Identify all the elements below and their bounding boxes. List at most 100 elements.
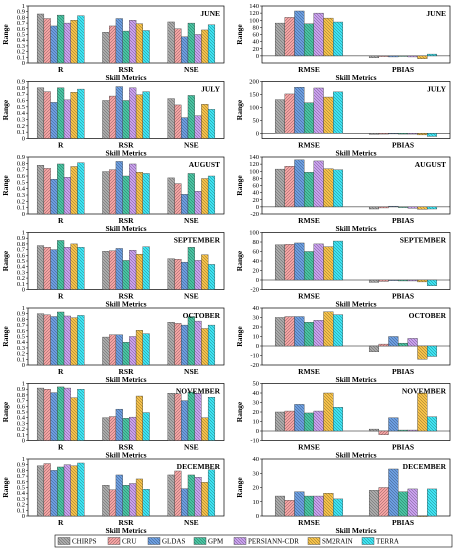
bar-rmse-gpm	[303, 251, 315, 281]
y-tick-label: 150	[249, 91, 259, 98]
y-tick-label: 140	[249, 3, 259, 10]
bar-r-cru	[43, 463, 51, 517]
month-label: OCTOBER	[183, 311, 221, 320]
bar-rmse-cru	[284, 410, 295, 432]
bar-r-cru	[43, 314, 51, 366]
legend-item-cru: CRU	[107, 537, 136, 546]
bar-nse-terra	[207, 469, 216, 517]
bar-rsr-cru	[109, 334, 117, 366]
x-category-label: R	[58, 141, 64, 150]
bar-r-terra	[77, 462, 85, 517]
y-tick-label: 0.9	[17, 462, 25, 469]
bar-pbias-gpm	[397, 491, 409, 517]
bar-pbias-terra	[426, 279, 438, 286]
bar-rmse-chirps	[274, 22, 286, 57]
month-label: SEPTEMBER	[174, 236, 221, 245]
chart-left-september: 00.10.20.30.40.50.60.70.80.91R RSR NSESEPT…	[1, 230, 225, 309]
bar-pbias-persiann-cdr	[407, 133, 418, 135]
bar-nse-gldas	[181, 117, 189, 139]
bar-rmse-gldas	[294, 316, 305, 347]
bar-rsr-gldas	[115, 86, 123, 139]
y-tick-label: 0.5	[17, 409, 25, 416]
bar-rmse-chirps	[274, 317, 286, 347]
chart-left-november: 00.10.20.30.40.50.60.70.80.91R RSR NSENOVE…	[1, 381, 225, 460]
y-tick-label: 0	[256, 130, 259, 137]
y-tick-label: 20	[253, 485, 260, 492]
bar-nse-persiann-cdr	[194, 477, 202, 517]
bar-nse-gldas	[181, 261, 189, 290]
bar-rmse-sm2rain	[323, 311, 334, 347]
y-tick-label: 0.5	[17, 334, 25, 341]
y-tick-label: 200	[249, 79, 259, 86]
bar-nse-chirps	[167, 258, 175, 290]
y-tick-label: 0.7	[17, 322, 26, 329]
bar-pbias-cru	[378, 279, 389, 282]
bar-pbias-gldas	[388, 468, 399, 517]
legend-swatch	[361, 537, 375, 545]
y-axis-label: Range	[235, 250, 244, 271]
bar-rsr-gpm	[122, 175, 130, 215]
x-axis-label: Skill Metrics	[335, 224, 376, 233]
bar-rsr-terra	[142, 91, 150, 139]
legend-item-gpm: GPM	[193, 537, 224, 546]
x-axis-label: Skill Metrics	[335, 149, 376, 158]
bar-rsr-persiann-cdr	[129, 87, 137, 139]
bar-nse-persiann-cdr	[194, 393, 202, 441]
bar-nse-cru	[174, 470, 182, 517]
y-tick-label: 0.1	[17, 129, 25, 136]
bar-rmse-sm2rain	[323, 392, 334, 432]
y-tick-label: 0	[22, 362, 25, 369]
y-tick-label: 0.8	[17, 241, 25, 248]
bar-rsr-chirps	[102, 100, 110, 139]
x-category-label: RMSE	[298, 367, 320, 376]
y-tick-label: 40	[253, 258, 260, 265]
x-category-label: R	[58, 518, 64, 527]
bar-rmse-gpm	[303, 495, 315, 517]
y-tick-label: 0	[256, 53, 259, 60]
y-tick-label: -20	[250, 362, 259, 369]
x-category-label: NSE	[184, 367, 199, 376]
y-tick-label: 30	[253, 470, 260, 477]
y-axis-label: Range	[235, 175, 244, 196]
y-tick-label: 0.5	[17, 32, 25, 39]
bar-rmse-gpm	[303, 23, 315, 57]
bar-r-chirps	[36, 245, 45, 290]
y-tick-label: 0	[22, 287, 25, 294]
bar-r-sm2rain	[70, 243, 78, 290]
bar-rmse-gldas	[294, 159, 305, 208]
bar-rmse-cru	[284, 500, 295, 517]
bar-nse-cru	[174, 259, 182, 290]
x-category-label: RMSE	[298, 518, 320, 527]
bar-pbias-gldas	[388, 417, 399, 432]
x-axis-label: Skill Metrics	[335, 73, 376, 82]
y-tick-label: 20	[253, 268, 260, 275]
y-tick-label: 1	[22, 230, 25, 237]
bar-nse-sm2rain	[201, 104, 209, 139]
bar-pbias-gldas	[388, 336, 399, 347]
bar-pbias-chirps	[368, 55, 380, 58]
bar-r-gpm	[57, 87, 65, 139]
bar-r-sm2rain	[70, 92, 78, 139]
x-category-label: R	[58, 216, 64, 225]
bar-r-chirps	[36, 313, 45, 366]
y-axis-label: Range	[1, 250, 10, 271]
bar-nse-cru	[174, 104, 182, 139]
bar-nse-terra	[207, 175, 216, 215]
x-category-label: PBIAS	[392, 292, 414, 301]
month-label: DECEMBER	[177, 462, 221, 471]
bar-r-terra	[77, 247, 85, 290]
chart-right-july: 0 50 100 150 200 RMSE PBIAS JULY Skill Metrics Ra…	[235, 79, 451, 158]
bar-r-gpm	[57, 386, 65, 441]
x-category-label: NSE	[184, 443, 199, 452]
month-label: NOVEMBER	[176, 387, 221, 396]
chart-right-november: -10 0 10 20 30 40 50 RMSE PBIAS NOVEMBER Skill Met…	[235, 381, 451, 460]
bar-pbias-terra	[426, 416, 438, 432]
legend-label: CRU	[122, 538, 136, 546]
bar-rsr-cru	[109, 489, 117, 517]
legend-swatch	[147, 537, 161, 545]
x-axis-label: Skill Metrics	[105, 526, 146, 535]
y-tick-label: 0.6	[17, 173, 26, 180]
y-tick-label: 0.9	[17, 79, 25, 86]
bar-pbias-sm2rain	[417, 133, 428, 136]
bar-r-chirps	[36, 165, 45, 215]
